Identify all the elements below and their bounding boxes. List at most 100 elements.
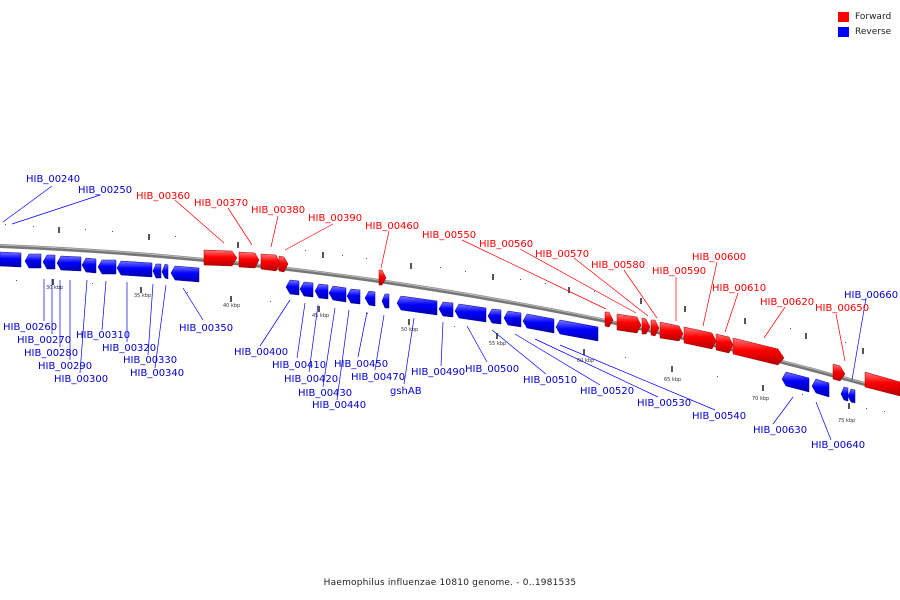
gene-arrow-hib-00560[interactable] — [616, 313, 642, 334]
gene-arrow-hib-00640b[interactable] — [840, 386, 849, 402]
gene-arrow-hib-00620[interactable] — [732, 337, 785, 366]
gene-arrow-hib-00550[interactable] — [604, 311, 614, 328]
legend-label: Reverse — [855, 26, 892, 37]
gene-label[interactable]: gshAB — [390, 386, 422, 397]
gene-label[interactable]: HIB_00450 — [334, 359, 388, 370]
gene-arrow-hib-00470[interactable] — [381, 293, 390, 309]
gene-arrow-hib-00270[interactable] — [24, 253, 42, 269]
gene-arrow-hib-00360[interactable] — [203, 249, 238, 267]
gene-arrow-hib-00500[interactable] — [454, 303, 487, 323]
gene-arrow-hib-00280[interactable] — [42, 254, 56, 270]
gene-arrow-hib-00340[interactable] — [161, 263, 169, 280]
gene-label[interactable]: HIB_00250 — [78, 185, 132, 196]
gene-label[interactable]: HIB_00260 — [3, 322, 57, 333]
forward-tick-row — [5, 224, 864, 354]
gene-arrow-hib-00300[interactable] — [81, 257, 97, 274]
legend: Forward Reverse — [838, 9, 891, 39]
gene-arrow-hib-00410[interactable] — [299, 281, 314, 298]
gene-arrow-hib-00430[interactable] — [328, 285, 347, 303]
gene-label[interactable]: HIB_00510 — [523, 375, 577, 386]
gene-arrow-hib-00530[interactable] — [522, 313, 555, 334]
gene-label[interactable]: HIB_00330 — [123, 355, 177, 366]
gene-arrow-hib-00520[interactable] — [503, 310, 522, 328]
gene-arrow-hib-00260[interactable] — [0, 251, 22, 268]
gene-arrow-hib-00570[interactable] — [641, 317, 651, 335]
kbp-label: 30 kbp — [46, 285, 63, 291]
gene-arrow-hib-00650[interactable] — [832, 363, 846, 382]
gene-label[interactable]: HIB_00590 — [652, 266, 706, 277]
gene-label[interactable]: HIB_00520 — [580, 386, 634, 397]
gene-arrow-hib-00590[interactable] — [659, 321, 684, 342]
gene-label[interactable]: HIB_00280 — [24, 348, 78, 359]
gene-arrow-hib-00440[interactable] — [346, 288, 361, 305]
gene-arrow-hib-00350[interactable] — [170, 265, 200, 283]
gene-label[interactable]: HIB_00610 — [712, 283, 766, 294]
gene-label[interactable]: HIB_00360 — [136, 191, 190, 202]
gene-label[interactable]: HIB_00410 — [272, 360, 326, 371]
gene-label[interactable]: HIB_00320 — [102, 343, 156, 354]
gene-label[interactable]: HIB_00300 — [54, 374, 108, 385]
gene-label[interactable]: HIB_00530 — [637, 398, 691, 409]
gene-label[interactable]: HIB_00500 — [465, 364, 519, 375]
forward-gene-labels: HIB_00360 HIB_00370 HIB_00380 HIB_00390 … — [136, 191, 869, 314]
gene-label[interactable]: HIB_00640 — [811, 440, 865, 451]
gene-label[interactable]: HIB_00400 — [234, 347, 288, 358]
gene-label[interactable]: HIB_00620 — [760, 297, 814, 308]
gene-arrow-hib-00630[interactable] — [781, 371, 810, 393]
gene-arrow-hib-00510[interactable] — [487, 308, 502, 325]
legend-item-forward[interactable]: Forward — [838, 9, 891, 24]
gene-arrow-hib-00490[interactable] — [438, 301, 454, 318]
legend-label: Forward — [855, 11, 892, 22]
gene-arrow-hib-00460[interactable] — [378, 269, 387, 286]
reverse-leader-lines — [2, 185, 867, 441]
gene-label[interactable]: HIB_00350 — [179, 323, 233, 334]
kbp-label: 50 kbp — [401, 327, 418, 333]
gene-arrow-hib-00640c[interactable] — [847, 388, 856, 404]
gene-arrow-hib-00610[interactable] — [715, 333, 734, 354]
reverse-swatch — [838, 26, 849, 37]
gene-label[interactable]: HIB_00600 — [692, 252, 746, 263]
gene-label[interactable]: HIB_00430 — [298, 388, 352, 399]
kbp-label: 35 kbp — [134, 293, 151, 299]
gene-label[interactable]: HIB_00470 — [351, 372, 405, 383]
gene-arrow-hib-00380[interactable] — [260, 253, 281, 272]
gene-label[interactable]: HIB_00570 — [535, 249, 589, 260]
gene-label[interactable]: HIB_00270 — [17, 335, 71, 346]
gene-arrow-hib-00400[interactable] — [285, 279, 300, 296]
gene-arrow-hib-00310[interactable] — [97, 259, 117, 275]
gene-label[interactable]: HIB_00390 — [308, 213, 362, 224]
gene-arrow-hib-00540[interactable] — [555, 319, 599, 342]
gene-label[interactable]: HIB_00290 — [38, 361, 92, 372]
gene-label[interactable]: HIB_00440 — [312, 400, 366, 411]
gene-label[interactable]: HIB_00580 — [591, 260, 645, 271]
gene-label[interactable]: HIB_00550 — [422, 230, 476, 241]
gene-label[interactable]: HIB_00650 — [815, 303, 869, 314]
gene-label[interactable]: HIB_00460 — [365, 221, 419, 232]
gene-arrow-hib-00420[interactable] — [314, 283, 329, 300]
gene-arrow-hib-00370[interactable] — [238, 251, 260, 269]
gene-label[interactable]: HIB_00630 — [753, 425, 807, 436]
gene-arrow-hib-00600[interactable] — [683, 326, 717, 350]
gene-arrow-hib-00640[interactable] — [811, 378, 830, 398]
gene-label[interactable]: HIB_00240 — [26, 174, 80, 185]
gene-arrow-gshab[interactable] — [396, 295, 438, 316]
gene-arrow-hib-00450[interactable] — [364, 290, 376, 307]
gene-label[interactable]: HIB_00540 — [692, 411, 746, 422]
gene-arrow-hib-00290[interactable] — [56, 255, 82, 272]
kbp-label: 75 kbp — [838, 418, 855, 424]
gene-arrow-hib-00320[interactable] — [116, 260, 153, 278]
gene-arrow-hib-00330[interactable] — [152, 263, 162, 279]
gene-label[interactable]: HIB_00560 — [479, 239, 533, 250]
gene-arrow-hib-00660[interactable] — [864, 371, 900, 397]
gene-label[interactable]: HIB_00380 — [251, 205, 305, 216]
gene-label[interactable]: HIB_00340 — [130, 368, 184, 379]
gene-label[interactable]: HIB_00490 — [411, 367, 465, 378]
gene-arrow-hib-00390[interactable] — [278, 255, 289, 273]
gene-label[interactable]: HIB_00310 — [76, 330, 130, 341]
gene-arrow-hib-00580[interactable] — [650, 319, 660, 337]
gene-label[interactable]: HIB_00420 — [284, 374, 338, 385]
legend-item-reverse[interactable]: Reverse — [838, 24, 891, 39]
gene-label[interactable]: HIB_00370 — [194, 198, 248, 209]
gene-label[interactable]: HIB_00660 — [844, 290, 898, 301]
